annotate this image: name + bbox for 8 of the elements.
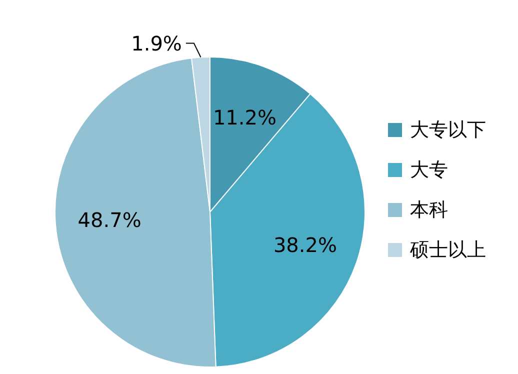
legend-label: 本科 [410,199,448,221]
legend-label: 硕士以上 [409,239,486,261]
data-label: 48.7% [78,208,142,232]
legend-label: 大专以下 [410,119,486,141]
data-label: 1.9% [131,31,182,56]
data-label: 11.2% [212,105,276,130]
legend-label: 大专 [410,159,448,181]
data-label: 38.2% [273,232,337,257]
